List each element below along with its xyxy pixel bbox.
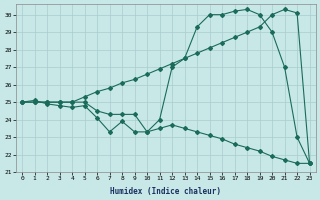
X-axis label: Humidex (Indice chaleur): Humidex (Indice chaleur) (110, 187, 221, 196)
